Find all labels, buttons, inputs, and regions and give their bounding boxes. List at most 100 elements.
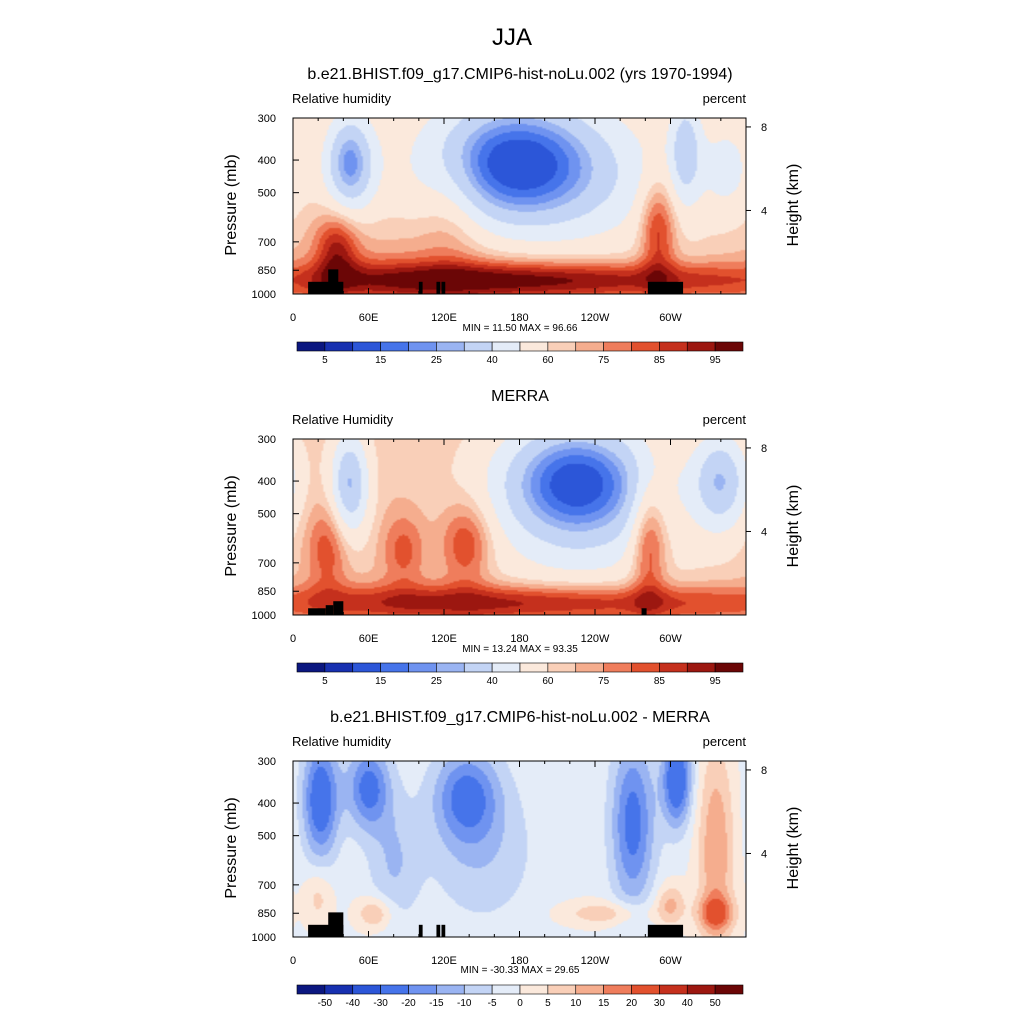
- x-tick-label: 180: [510, 633, 528, 645]
- colorbar-swatch: [603, 341, 632, 352]
- panel-difference: b.e21.BHIST.f09_g17.CMIP6-hist-noLu.002 …: [223, 709, 802, 1009]
- y-tick-label: 300: [258, 434, 276, 446]
- colorbar-swatch: [603, 984, 632, 995]
- colorbar-swatch: [714, 341, 744, 352]
- y-axis-label: Pressure (mb): [223, 475, 240, 576]
- figure-title: JJA: [492, 24, 532, 51]
- colorbar-label: 5: [545, 998, 551, 1009]
- terrain-mask: [641, 608, 647, 615]
- colorbar-swatch: [324, 341, 354, 352]
- x-tick-label: 60E: [359, 312, 379, 324]
- colorbar-label: 15: [598, 998, 610, 1009]
- terrain-mask: [441, 281, 446, 294]
- x-tick-label: 60W: [659, 633, 682, 645]
- min-max-label: MIN = -30.33 MAX = 29.65: [461, 965, 580, 976]
- right-tick-label: 8: [761, 443, 767, 455]
- x-tick-label: 60E: [359, 633, 379, 645]
- colorbar-label: 95: [710, 355, 722, 366]
- right-tick-label: 4: [761, 526, 767, 538]
- colorbar-label: 10: [570, 998, 582, 1009]
- colorbar-swatch: [352, 662, 381, 673]
- colorbar-label: -15: [429, 998, 444, 1009]
- colorbar-swatch: [686, 984, 716, 995]
- y-tick-label: 500: [258, 188, 276, 200]
- colorbar-swatch: [491, 662, 521, 673]
- x-tick-label: 60E: [359, 955, 379, 967]
- colorbar-swatch: [575, 341, 604, 352]
- x-tick-label: 120E: [431, 633, 457, 645]
- y-tick-label: 1000: [252, 610, 276, 622]
- colorbar-label: 60: [542, 355, 554, 366]
- right-axis-label: Height (km): [785, 164, 802, 247]
- y-tick-label: 850: [258, 586, 276, 598]
- x-tick-label: 120E: [431, 955, 457, 967]
- colorbar-label: 15: [375, 355, 387, 366]
- x-tick-label: 0: [290, 312, 296, 324]
- colorbar-swatch: [547, 662, 577, 673]
- min-max-label: MIN = 13.24 MAX = 93.35: [462, 644, 578, 655]
- min-max-label: MIN = 11.50 MAX = 96.66: [463, 323, 578, 334]
- y-tick-label: 1000: [252, 289, 276, 301]
- y-axis-label: Pressure (mb): [223, 797, 240, 898]
- terrain-mask: [647, 281, 684, 294]
- colorbar-swatch: [408, 662, 437, 673]
- plot-area: 0 60E 120E 180 120W 60W 300 400 500 700 850 1000 8 4: [252, 113, 768, 324]
- variable-label: Relative humidity: [292, 734, 391, 749]
- colorbar-label: 15: [375, 676, 387, 687]
- colorbar-label: 40: [487, 355, 499, 366]
- colorbar-swatch: [575, 984, 604, 995]
- colorbar-label: -5: [488, 998, 497, 1009]
- panel-merra: MERRA Relative Humidity percent Pressure…: [223, 388, 802, 687]
- right-axis-label: Height (km): [785, 807, 802, 890]
- colorbar-swatch: [547, 984, 577, 995]
- colorbar-label: -40: [346, 998, 361, 1009]
- colorbar-swatch: [686, 341, 716, 352]
- panel-title: MERRA: [491, 388, 549, 405]
- x-tick-label: 120E: [431, 312, 457, 324]
- colorbar-swatch: [631, 662, 660, 673]
- colorbar-label: -10: [457, 998, 472, 1009]
- units-label: percent: [703, 412, 747, 427]
- x-tick-label: 180: [510, 312, 528, 324]
- colorbar-swatch: [408, 341, 437, 352]
- colorbar-swatch: [463, 662, 493, 673]
- colorbar-swatch: [380, 662, 409, 673]
- colorbar-label: 60: [542, 676, 554, 687]
- y-tick-label: 400: [258, 476, 276, 488]
- terrain-mask: [418, 281, 423, 294]
- y-tick-label: 850: [258, 265, 276, 277]
- colorbar-swatch: [659, 662, 688, 673]
- colorbar-swatch: [324, 662, 354, 673]
- colorbar-swatch: [714, 662, 744, 673]
- right-tick-label: 4: [761, 848, 767, 860]
- terrain-mask: [647, 924, 684, 937]
- colorbar-swatch: [463, 984, 493, 995]
- colorbar-label: 50: [710, 998, 722, 1009]
- colorbar-swatch: [631, 341, 660, 352]
- terrain-mask: [436, 924, 441, 937]
- colorbar-label: 0: [517, 998, 523, 1009]
- colorbar-label: 85: [654, 355, 666, 366]
- colorbar-label: 95: [710, 676, 722, 687]
- colorbar-swatch: [463, 341, 493, 352]
- colorbar-label: -30: [373, 998, 388, 1009]
- plot-area: 0 60E 120E 180 120W 60W 300 400 500 700 850 1000 8 4: [252, 756, 768, 967]
- colorbar-swatch: [659, 984, 688, 995]
- colorbar-label: 5: [322, 355, 328, 366]
- x-tick-label: 120W: [581, 955, 610, 967]
- colorbar-label: 85: [654, 676, 666, 687]
- y-tick-label: 700: [258, 880, 276, 892]
- colorbar-swatch: [296, 662, 326, 673]
- units-label: percent: [703, 91, 747, 106]
- colorbar: 5 15 25 40 60 75 85 95: [296, 341, 744, 366]
- colorbar-swatch: [436, 984, 465, 995]
- x-tick-label: 0: [290, 955, 296, 967]
- colorbar-label: 5: [322, 676, 328, 687]
- colorbar-label: 75: [598, 676, 610, 687]
- colorbar-swatch: [547, 341, 577, 352]
- x-tick-label: 60W: [659, 312, 682, 324]
- colorbar-swatch: [296, 341, 326, 352]
- colorbar: -50 -40 -30 -20 -15 -10 -5 0 5 10 15 20 30 40 50: [296, 984, 744, 1009]
- colorbar-swatch: [352, 984, 381, 995]
